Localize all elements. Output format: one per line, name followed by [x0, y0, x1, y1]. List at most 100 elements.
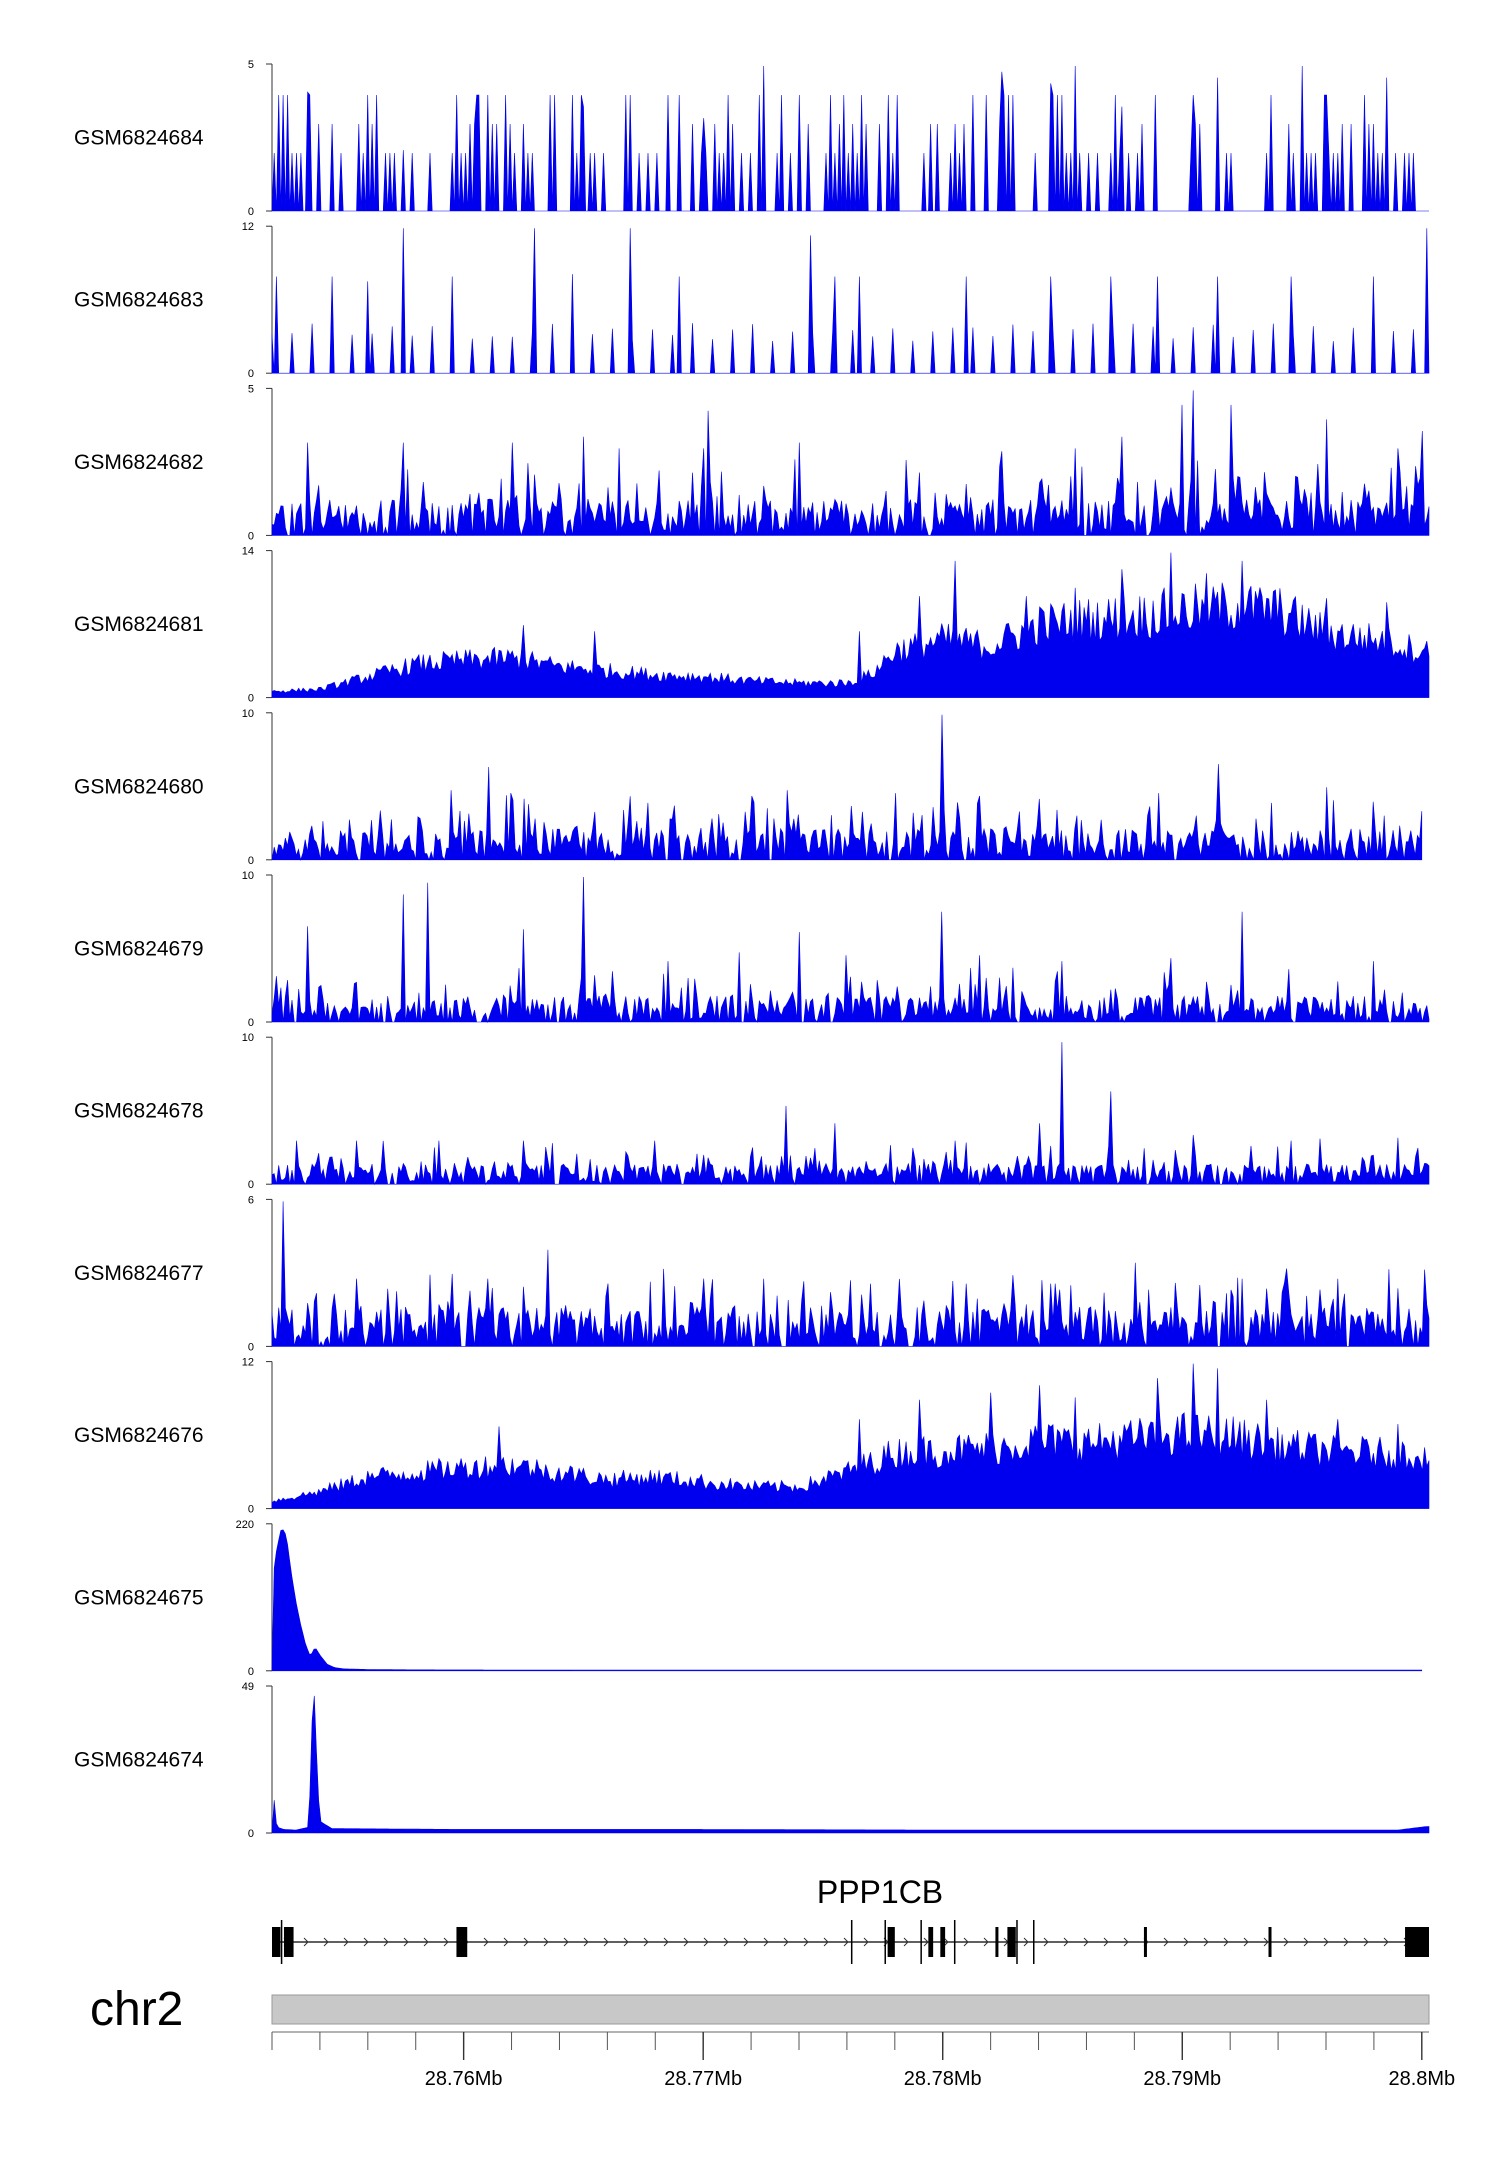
gene-exon — [456, 1927, 468, 1957]
y-min-label: 0 — [248, 368, 254, 380]
coverage-area — [271, 1042, 1430, 1186]
track-GSM6824678: GSM6824678 10 0 — [74, 1032, 1430, 1191]
track-label: GSM6824674 — [74, 1749, 204, 1772]
strand-arrow — [1303, 1937, 1309, 1947]
y-max-label: 49 — [242, 1681, 254, 1693]
strand-arrow — [623, 1937, 629, 1947]
track-GSM6824681: GSM6824681 14 0 — [74, 546, 1430, 705]
y-min-label: 0 — [248, 855, 254, 867]
strand-arrow — [783, 1937, 789, 1947]
strand-arrow — [1343, 1937, 1349, 1947]
strand-arrow — [1383, 1937, 1389, 1947]
y-max-label: 10 — [242, 1032, 254, 1044]
y-min-label: 0 — [248, 1828, 254, 1840]
genome-coordinate-axis: 28.76Mb 28.77Mb 28.78Mb 28.79Mb 28.8Mb — [271, 2031, 1455, 2090]
gene-exon — [283, 1927, 294, 1957]
strand-arrow — [1163, 1937, 1169, 1947]
y-min-label: 0 — [248, 530, 254, 542]
strand-arrow — [1103, 1937, 1109, 1947]
y-max-label: 14 — [242, 546, 254, 558]
strand-arrow — [503, 1937, 509, 1947]
strand-arrow — [1083, 1937, 1089, 1947]
y-min-label: 0 — [248, 1341, 254, 1353]
strand-arrow — [1263, 1937, 1269, 1947]
x-tick-label: 28.79Mb — [1143, 2068, 1221, 2090]
strand-arrow — [903, 1937, 909, 1947]
y-max-label: 220 — [236, 1519, 254, 1531]
strand-arrow — [403, 1937, 409, 1947]
coverage-area — [271, 390, 1430, 537]
gene-exon — [272, 1927, 281, 1957]
coverage-area — [271, 552, 1430, 698]
strand-arrow — [843, 1937, 849, 1947]
track-GSM6824677: GSM6824677 6 0 — [74, 1194, 1430, 1353]
track-GSM6824679: GSM6824679 10 0 — [74, 870, 1430, 1029]
gene-exon — [995, 1927, 999, 1957]
track-GSM6824675: GSM6824675 220 0 — [74, 1519, 1423, 1678]
strand-arrow — [1223, 1937, 1229, 1947]
track-label: GSM6824682 — [74, 451, 204, 474]
y-max-label: 12 — [242, 1357, 254, 1369]
track-GSM6824682: GSM6824682 5 0 — [74, 383, 1430, 542]
strand-arrow — [1183, 1937, 1189, 1947]
strand-arrow — [1023, 1937, 1029, 1947]
y-min-label: 0 — [248, 1666, 254, 1678]
gene-exon — [887, 1927, 895, 1957]
gene-model-track: PPP1CB — [272, 1874, 1429, 1964]
strand-arrow — [663, 1937, 669, 1947]
coverage-area — [271, 1695, 1430, 1834]
y-max-label: 5 — [248, 383, 254, 395]
gene-label: PPP1CB — [817, 1874, 943, 1910]
strand-arrow — [363, 1937, 369, 1947]
y-min-label: 0 — [248, 206, 254, 218]
strand-arrow — [963, 1937, 969, 1947]
gene-exon — [1143, 1927, 1147, 1957]
track-label: GSM6824675 — [74, 1586, 204, 1609]
track-label: GSM6824678 — [74, 1100, 204, 1123]
chromosome-ideogram: chr2 — [90, 1983, 1430, 2036]
track-label: GSM6824680 — [74, 775, 204, 798]
x-tick-label: 28.78Mb — [904, 2068, 982, 2090]
y-min-label: 0 — [248, 1504, 254, 1516]
x-tick-label: 28.76Mb — [425, 2068, 503, 2090]
strand-arrow — [683, 1937, 689, 1947]
track-label: GSM6824683 — [74, 289, 204, 312]
strand-arrow — [1243, 1937, 1249, 1947]
strand-arrow — [483, 1937, 489, 1947]
strand-arrow — [983, 1937, 989, 1947]
strand-arrow — [923, 1937, 929, 1947]
strand-arrow — [863, 1937, 869, 1947]
gene-exon — [1405, 1927, 1429, 1957]
track-label: GSM6824679 — [74, 938, 204, 961]
track-GSM6824674: GSM6824674 49 0 — [74, 1681, 1430, 1840]
y-max-label: 6 — [248, 1194, 254, 1206]
coverage-area — [271, 714, 1423, 861]
gene-exon — [1268, 1927, 1272, 1957]
track-GSM6824676: GSM6824676 12 0 — [74, 1357, 1430, 1516]
strand-arrow — [743, 1937, 749, 1947]
track-GSM6824680: GSM6824680 10 0 — [74, 708, 1423, 867]
strand-arrow — [323, 1937, 329, 1947]
y-max-label: 10 — [242, 708, 254, 720]
strand-arrow — [563, 1937, 569, 1947]
strand-arrow — [423, 1937, 429, 1947]
strand-arrow — [583, 1937, 589, 1947]
strand-arrow — [643, 1937, 649, 1947]
coverage-area — [271, 1529, 1423, 1672]
data-tracks: GSM682468450GSM6824683120GSM682468250GSM… — [74, 59, 1430, 1840]
track-label: GSM6824676 — [74, 1424, 204, 1447]
strand-arrow — [1363, 1937, 1369, 1947]
strand-arrow — [1323, 1937, 1329, 1947]
coverage-area — [271, 228, 1430, 374]
track-GSM6824683: GSM6824683 12 0 — [74, 221, 1430, 380]
coverage-area — [271, 1363, 1430, 1509]
y-min-label: 0 — [248, 693, 254, 705]
gene-exon — [940, 1927, 946, 1957]
strand-arrow — [703, 1937, 709, 1947]
x-tick-label: 28.8Mb — [1388, 2068, 1455, 2090]
y-max-label: 12 — [242, 221, 254, 233]
chromosome-band — [271, 1994, 1430, 2025]
strand-arrow — [1123, 1937, 1129, 1947]
coverage-area — [271, 876, 1430, 1024]
